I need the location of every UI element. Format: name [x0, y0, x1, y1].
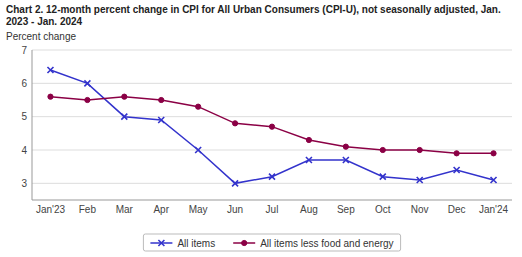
point [454, 167, 460, 173]
legend-item: All items less food and energy [233, 238, 393, 249]
title: Chart 2. 12-month percent change in CPI … [6, 4, 501, 27]
point [491, 177, 497, 183]
point [306, 137, 311, 142]
grid-line [32, 150, 512, 151]
point [47, 67, 53, 73]
point [417, 147, 422, 152]
y-tick-label: 4 [21, 145, 27, 156]
point [84, 80, 90, 86]
point [343, 144, 348, 149]
y-axis-label: Percent change [6, 31, 76, 42]
x-tick-label: Jan'24 [479, 204, 509, 215]
x-tick-label: Aug [300, 204, 318, 215]
legend-label: All items [177, 238, 215, 249]
legend-marker [158, 240, 164, 246]
chart: Chart 2. 12-month percent change in CPI … [0, 0, 522, 257]
grid-line [32, 183, 512, 184]
x-axis-line [32, 200, 512, 201]
point [121, 114, 127, 120]
legend-label: All items less food and energy [260, 238, 393, 249]
point [85, 97, 90, 102]
point [122, 94, 127, 99]
x-tick-label: Oct [375, 204, 391, 215]
y-tick-label: 5 [21, 111, 27, 122]
legend-marker [242, 240, 247, 245]
x-tick-label: Apr [153, 204, 169, 215]
legend-item: All items [150, 238, 215, 249]
point [158, 117, 164, 123]
point [159, 97, 164, 102]
point [269, 124, 274, 129]
point [380, 174, 386, 180]
grid-line [32, 50, 512, 51]
point [306, 157, 312, 163]
plot-area [47, 67, 496, 186]
x-tick-label: Dec [448, 204, 466, 215]
x-tick-label: Jan'23 [36, 204, 66, 215]
x-tick-label: Nov [411, 204, 429, 215]
x-tick-label: Sep [337, 204, 355, 215]
point [417, 177, 423, 183]
point [269, 174, 275, 180]
x-tick-label: Mar [116, 204, 134, 215]
point [232, 180, 238, 186]
y-axis-line [32, 50, 33, 200]
legend: All items All items less food and energy [143, 234, 400, 251]
grid-line [32, 116, 512, 117]
x-tick-label: May [189, 204, 208, 215]
point [454, 151, 459, 156]
grid-line [32, 83, 512, 84]
y-tick-label: 3 [21, 178, 27, 189]
legend-frame [143, 234, 400, 251]
point [491, 151, 496, 156]
x-tick-label: Feb [79, 204, 97, 215]
point [48, 94, 53, 99]
point [232, 121, 237, 126]
series-line [50, 70, 493, 183]
series-line [50, 97, 493, 154]
y-tick-label: 7 [21, 45, 27, 56]
grid [32, 50, 512, 183]
x-tick-label: Jun [227, 204, 243, 215]
point [195, 147, 201, 153]
point [380, 147, 385, 152]
x-tick-label: Jul [266, 204, 279, 215]
point [343, 157, 349, 163]
y-tick-label: 6 [21, 78, 27, 89]
point [196, 104, 201, 109]
